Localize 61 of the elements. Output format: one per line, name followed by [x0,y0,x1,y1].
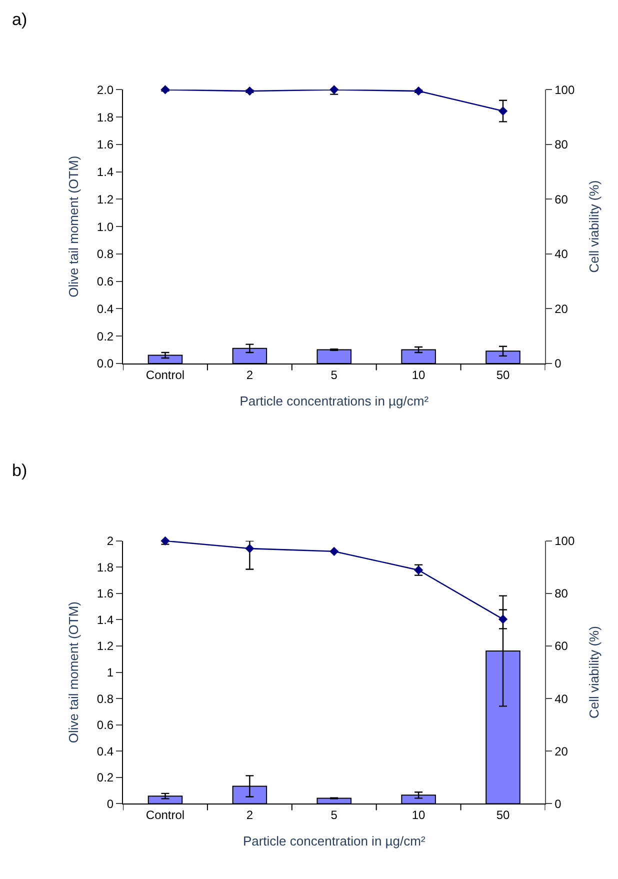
x-tick-label: 10 [412,368,426,382]
y-tick-label: 1.8 [96,110,114,124]
x-tick-label: Control [146,808,185,822]
x-axis-title: Particle concentrations in µg/cm² [240,393,430,408]
y2-tick-label: 40 [554,247,568,262]
y-tick-label: 0.8 [96,692,114,706]
y-tick-label: 0.2 [96,770,114,785]
x-tick-label: 5 [330,808,338,822]
y-tick-label: 0.6 [96,718,114,732]
x-tick-label: 2 [246,808,254,822]
y2-axis-title: Cell viability (%) [586,626,602,719]
point [245,544,254,554]
y2-tick-label: 100 [554,534,575,548]
y-tick-label: 1.0 [96,220,114,234]
point [160,85,170,94]
point [245,86,254,96]
point [414,86,424,96]
x-tick-label: 5 [330,368,338,382]
y-tick-label: 1 [106,666,114,680]
x-tick-label: 50 [496,808,510,822]
y-tick-label: 0.4 [96,302,114,316]
y-tick-label: 1.6 [96,138,114,152]
x-tick-label: Control [146,368,185,382]
point [330,85,339,94]
y2-tick-label: 60 [554,639,568,654]
y2-tick-label: 100 [554,82,575,97]
point [498,614,508,624]
chart-title: b) [12,461,28,480]
y-axis-title: Olive tail moment (OTM) [66,156,81,298]
y-tick-label: 0 [106,796,114,811]
y-tick-label: 1.2 [96,192,114,206]
y-tick-label: 0.0 [96,356,114,371]
y-tick-label: 2.0 [96,82,114,97]
point [160,536,170,546]
y-axis-title: Olive tail moment (OTM) [66,602,81,744]
chart-title: a) [12,10,28,29]
y2-tick-label: 80 [554,138,568,152]
y2-axis-title: Cell viability (%) [586,180,602,273]
y-tick-label: 1.6 [96,586,114,601]
y2-tick-label: 0 [554,356,562,371]
y-tick-label: 1.4 [96,612,114,627]
x-tick-label: 50 [496,368,510,382]
y-tick-label: 0.8 [96,247,114,262]
y-tick-label: 1.4 [96,165,114,179]
x-tick-label: 2 [246,368,254,382]
x-tick-label: 10 [412,808,426,822]
y2-tick-label: 40 [554,692,568,706]
y-tick-label: 1.8 [96,560,114,574]
y-tick-label: 1.2 [96,639,114,654]
y2-tick-label: 80 [554,586,568,601]
point [330,546,339,556]
y2-tick-label: 0 [554,796,562,811]
point [498,106,508,116]
y2-tick-label: 60 [554,192,568,206]
y-tick-label: 0.4 [96,744,114,758]
y-tick-label: 0.6 [96,274,114,289]
y-tick-label: 2 [106,534,114,548]
y2-tick-label: 20 [554,744,568,758]
y2-tick-label: 20 [554,302,568,316]
x-axis-title: Particle concentration in µg/cm² [242,834,426,849]
y-tick-label: 0.2 [96,329,114,344]
